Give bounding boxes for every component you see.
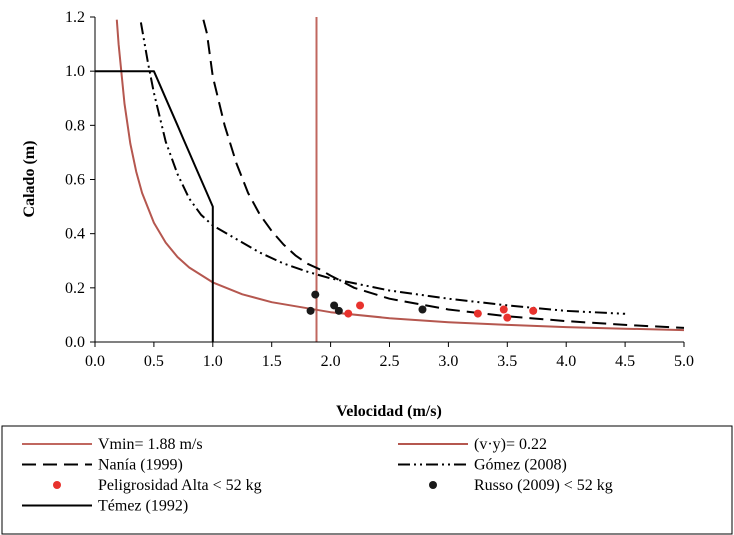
x-tick-label: 5.0 bbox=[674, 353, 694, 370]
legend-label: (v·y)= 0.22 bbox=[474, 436, 547, 453]
ticks: 0.0 0.2 0.4 0.6 0.8 1.0 1.2 0.0 0.5 1.0 1.5 2.0 2.5 3… bbox=[65, 9, 694, 370]
x-tick-label: 2.5 bbox=[380, 353, 400, 370]
y-tick-label: 1.0 bbox=[65, 63, 85, 80]
y-tick-label: 0.8 bbox=[65, 117, 85, 134]
data-point-peligrosidad-alta-52-kg bbox=[356, 301, 365, 310]
y-tick-label: 0.6 bbox=[65, 172, 85, 189]
series-line-t-mez-1992 bbox=[95, 70, 214, 342]
data-point-russo-2009-52-kg bbox=[330, 301, 339, 310]
series-line-g-mez-2008 bbox=[139, 22, 626, 315]
x-tick-label: 3.5 bbox=[497, 353, 517, 370]
x-tick-label: 2.0 bbox=[321, 353, 341, 370]
legend-marker-sample bbox=[429, 481, 437, 489]
series-line-v-y-0-22 bbox=[115, 19, 685, 332]
y-axis-title: Calado (m) bbox=[21, 141, 38, 218]
legend-label: Témez (1992) bbox=[98, 498, 188, 515]
data-point-russo-2009-52-kg bbox=[311, 290, 320, 299]
legend-marker-sample bbox=[53, 481, 61, 489]
legend-label: Gómez (2008) bbox=[474, 457, 567, 474]
x-tick-label: 1.5 bbox=[262, 353, 282, 370]
data-point-peligrosidad-alta-52-kg bbox=[503, 313, 512, 322]
x-tick-label: 0.5 bbox=[144, 353, 164, 370]
legend-label: Peligrosidad Alta < 52 kg bbox=[98, 477, 262, 494]
legend-label: Russo (2009) < 52 kg bbox=[474, 477, 613, 494]
plot-points bbox=[306, 290, 538, 322]
x-tick-label: 0.0 bbox=[85, 353, 105, 370]
data-point-russo-2009-52-kg bbox=[418, 305, 427, 314]
data-point-russo-2009-52-kg bbox=[306, 306, 315, 315]
axes bbox=[94, 17, 684, 343]
x-tick-label: 4.0 bbox=[556, 353, 576, 370]
y-tick-label: 0.2 bbox=[65, 280, 85, 297]
y-tick-label: 0.0 bbox=[65, 334, 85, 351]
data-point-peligrosidad-alta-52-kg bbox=[344, 309, 353, 318]
legend: Vmin= 1.88 m/s (v·y)= 0.22 Nanía (1999) Góm… bbox=[1, 425, 733, 535]
data-point-peligrosidad-alta-52-kg bbox=[473, 309, 482, 318]
x-tick-label: 1.0 bbox=[203, 353, 223, 370]
x-tick-label: 4.5 bbox=[615, 353, 635, 370]
y-tick-label: 1.2 bbox=[65, 9, 85, 26]
x-tick-label: 3.0 bbox=[438, 353, 458, 370]
data-point-peligrosidad-alta-52-kg bbox=[499, 305, 508, 314]
data-point-peligrosidad-alta-52-kg bbox=[529, 306, 538, 315]
plot-lines bbox=[95, 17, 685, 342]
data-point-russo-2009-52-kg bbox=[334, 306, 343, 315]
legend-label: Nanía (1999) bbox=[98, 457, 183, 474]
x-axis-title: Velocidad (m/s) bbox=[336, 403, 442, 420]
series-line-nan-a-1999 bbox=[202, 19, 685, 329]
y-tick-label: 0.4 bbox=[65, 226, 85, 243]
legend-label: Vmin= 1.88 m/s bbox=[98, 436, 203, 453]
legend-box bbox=[1, 425, 733, 535]
